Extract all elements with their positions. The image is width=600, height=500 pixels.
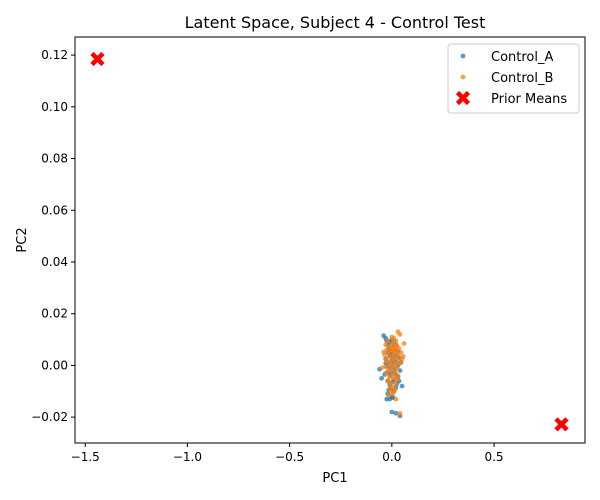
- point-control-b: [397, 331, 403, 337]
- point-control-a: [399, 383, 405, 389]
- point-control-b: [390, 391, 396, 397]
- legend-box: [447, 43, 580, 114]
- y-tick-label: 0.04: [41, 255, 68, 269]
- y-tick-label: 0.12: [41, 48, 68, 62]
- point-control-a: [393, 410, 399, 416]
- legend-marker-control-a: [460, 53, 466, 59]
- point-control-b: [387, 374, 393, 380]
- point-control-a: [389, 409, 395, 415]
- plot-area: [74, 36, 586, 444]
- data-points: [90, 51, 569, 432]
- point-control-b: [391, 340, 396, 346]
- y-tick-label: 0.02: [41, 307, 68, 321]
- legend-marker-prior-means: [455, 90, 471, 106]
- point-prior-means: [90, 51, 105, 67]
- point-control-b: [383, 342, 389, 348]
- point-control-b: [384, 364, 390, 370]
- point-control-b: [383, 370, 389, 376]
- point-control-b: [380, 365, 386, 370]
- legend: Control_A Control_B Prior Means: [447, 43, 580, 114]
- y-tick-label: −0.02: [31, 410, 68, 424]
- legend-label-control-a: Control_A: [491, 50, 553, 65]
- plot-frame: [74, 36, 586, 444]
- legend-marker-control-b: [460, 74, 466, 80]
- y-tick-label: 0.00: [41, 358, 68, 372]
- point-control-b: [389, 357, 395, 363]
- y-tick-label: 0.06: [41, 203, 68, 217]
- point-control-b: [388, 353, 394, 359]
- x-tick-label: −0.5: [275, 450, 304, 464]
- x-tick-label: −1.5: [71, 450, 100, 464]
- point-control-b: [394, 365, 400, 371]
- point-control-b: [401, 341, 407, 346]
- y-tick-label: 0.10: [41, 100, 68, 114]
- point-control-b: [386, 392, 392, 398]
- point-control-b: [395, 376, 400, 382]
- point-control-b: [393, 381, 399, 386]
- x-tick-label: −1.0: [173, 450, 202, 464]
- x-axis: −1.5 −1.0 −0.5 0.0 0.5: [71, 443, 504, 464]
- point-control-b: [391, 375, 397, 381]
- chart-title: Latent Space, Subject 4 - Control Test: [185, 13, 486, 32]
- point-prior-means: [554, 417, 569, 432]
- point-control-b: [399, 356, 405, 362]
- x-axis-label: PC1: [322, 471, 347, 486]
- x-tick-label: 0.0: [382, 450, 401, 464]
- point-control-b: [393, 396, 399, 402]
- y-axis-label: PC2: [15, 227, 30, 252]
- point-control-b: [385, 338, 391, 344]
- legend-label-control-b: Control_B: [491, 71, 553, 86]
- point-control-b: [387, 380, 393, 386]
- point-control-b: [397, 360, 403, 366]
- point-control-a: [379, 375, 385, 381]
- point-control-b: [386, 350, 392, 355]
- y-axis: −0.02 0.00 0.02 0.04 0.06 0.08 0.10 0.12: [31, 48, 75, 424]
- point-control-b: [391, 346, 397, 352]
- point-control-b: [381, 349, 387, 355]
- legend-label-prior-means: Prior Means: [491, 92, 567, 107]
- y-tick-label: 0.08: [41, 152, 68, 166]
- point-control-b: [397, 410, 403, 416]
- point-control-b: [392, 387, 398, 393]
- x-tick-label: 0.5: [484, 450, 503, 464]
